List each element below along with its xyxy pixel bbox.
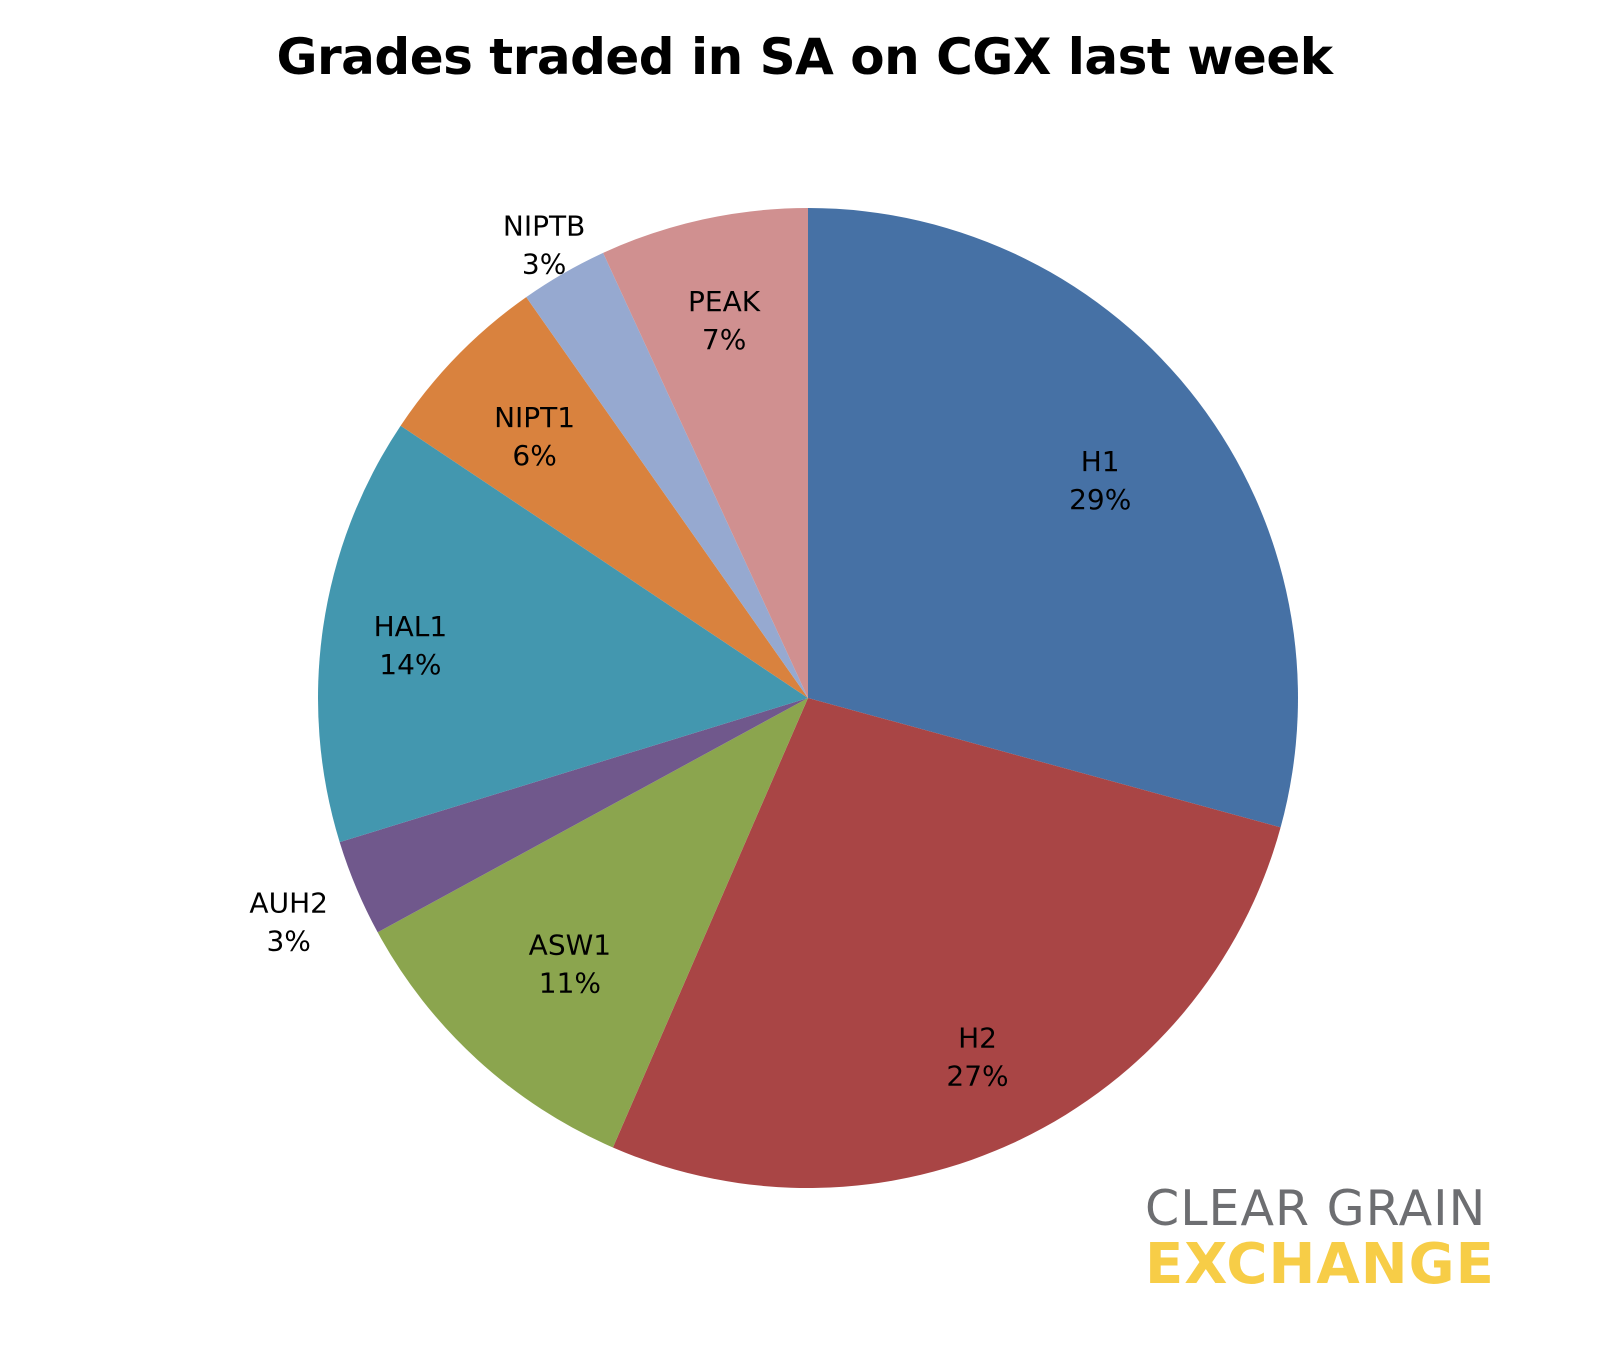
pie-slice-niptb	[526, 252, 808, 698]
pie-slice-peak	[603, 208, 808, 698]
slice-label-h2: H2	[958, 1022, 997, 1055]
logo-line2: EXCHANGE	[1145, 1232, 1495, 1297]
slice-percent-auh2: 3%	[266, 925, 310, 958]
clear-grain-exchange-logo: CLEAR GRAIN EXCHANGE	[1145, 1183, 1545, 1293]
slice-percent-h2: 27%	[946, 1060, 1008, 1093]
slice-label-hal1: HAL1	[374, 610, 448, 643]
slice-percent-hal1: 14%	[379, 648, 441, 681]
slice-percent-niptb: 3%	[522, 247, 566, 280]
chart-title: Grades traded in SA on CGX last week	[276, 28, 1333, 86]
pie-slice-nipt1	[400, 297, 808, 698]
pie-slice-asw1	[377, 698, 808, 1148]
pie-slice-hal1	[317, 425, 808, 843]
slice-label-peak: PEAK	[688, 285, 761, 318]
slice-percent-h1: 29%	[1069, 483, 1131, 516]
logo-line1: CLEAR GRAIN	[1145, 1180, 1487, 1237]
slice-label-h1: H1	[1081, 445, 1120, 478]
slice-label-auh2: AUH2	[249, 887, 328, 920]
slice-label-nipt1: NIPT1	[494, 401, 575, 434]
slice-percent-asw1: 11%	[539, 966, 601, 999]
slice-label-niptb: NIPTB	[503, 209, 585, 242]
pie-slice-h2	[612, 698, 1281, 1189]
pie-slice-auh2	[339, 698, 808, 933]
slice-percent-peak: 7%	[702, 323, 746, 356]
slice-label-asw1: ASW1	[529, 928, 611, 961]
slice-percent-nipt1: 6%	[512, 439, 556, 472]
pie-slice-h1	[808, 208, 1298, 828]
